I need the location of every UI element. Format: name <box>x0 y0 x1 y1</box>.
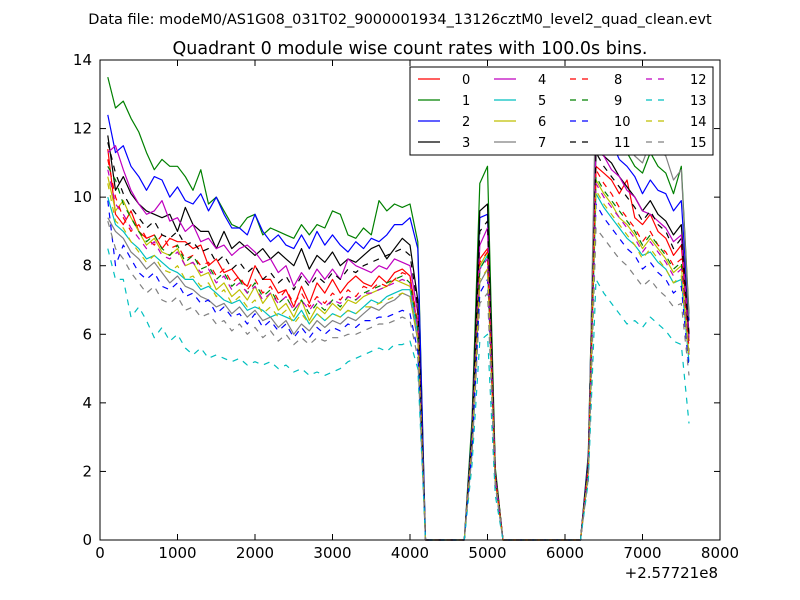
legend-label-13: 13 <box>690 94 707 109</box>
legend-box <box>409 66 714 156</box>
y-tick-label: 12 <box>73 120 92 138</box>
x-tick-label: 2000 <box>236 544 274 562</box>
y-tick-label: 4 <box>82 394 92 412</box>
legend-label-6: 6 <box>538 115 546 130</box>
chart-title: Quadrant 0 module wise count rates with … <box>173 39 648 59</box>
y-tick-label: 2 <box>82 462 92 480</box>
x-offset-label: +2.57721e8 <box>625 564 718 582</box>
legend-label-3: 3 <box>462 136 470 151</box>
legend-label-0: 0 <box>462 73 470 88</box>
series-line-7 <box>107 76 690 541</box>
series-line-3 <box>107 135 690 541</box>
legend-label-8: 8 <box>614 73 622 88</box>
legend-label-1: 1 <box>462 94 470 109</box>
legend-label-2: 2 <box>462 115 470 130</box>
series-line-15 <box>107 220 690 541</box>
legend-label-12: 12 <box>690 73 707 88</box>
legend-label-11: 11 <box>614 136 631 151</box>
legend-label-7: 7 <box>538 136 546 151</box>
y-tick-label: 0 <box>82 531 92 549</box>
y-tick-label: 10 <box>73 188 92 206</box>
legend-label-5: 5 <box>538 94 546 109</box>
chart-suptitle: Data file: modeM0/AS1G08_031T02_90000019… <box>88 12 712 28</box>
x-tick-label: 8000 <box>701 544 739 562</box>
legend-label-9: 9 <box>614 94 622 109</box>
series-line-6 <box>107 176 690 541</box>
y-tick-label: 8 <box>82 257 92 275</box>
x-tick-label: 4000 <box>391 544 429 562</box>
legend-label-4: 4 <box>538 73 546 88</box>
x-tick-label: 3000 <box>313 544 351 562</box>
legend-label-10: 10 <box>614 115 631 130</box>
x-tick-label: 1000 <box>158 544 196 562</box>
series-line-14 <box>107 183 690 541</box>
series-line-13 <box>107 248 690 541</box>
series-line-5 <box>107 193 690 541</box>
series-line-8 <box>107 159 690 541</box>
series-line-10 <box>107 200 690 541</box>
series-line-9 <box>107 166 690 541</box>
axes-ticks: 0 1000 2000 3000 4000 5000 6000 7000 80000246810… <box>73 51 739 562</box>
y-tick-label: 6 <box>82 325 92 343</box>
x-tick-label: 6000 <box>546 544 584 562</box>
series-line-11 <box>107 142 690 541</box>
y-tick-label: 14 <box>73 51 92 69</box>
x-tick-label: 0 <box>95 544 105 562</box>
legend-label-14: 14 <box>690 115 707 130</box>
x-tick-label: 5000 <box>468 544 506 562</box>
series-layer <box>107 76 690 541</box>
series-line-2 <box>107 114 690 541</box>
series-line-12 <box>107 169 690 541</box>
x-tick-label: 7000 <box>623 544 661 562</box>
legend-label-15: 15 <box>690 136 707 151</box>
